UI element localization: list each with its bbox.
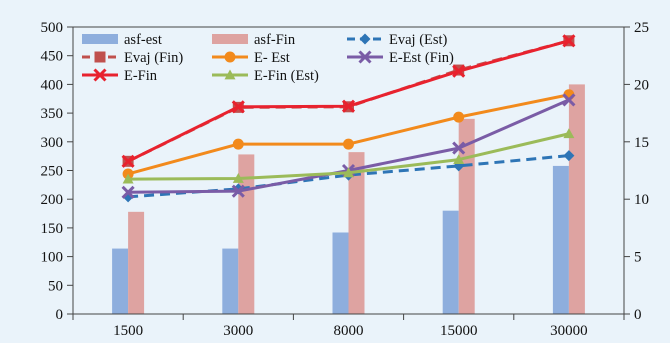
bar-asf-est-3 [442, 210, 459, 314]
point-e-fin-2 [341, 99, 356, 113]
point-evaj-est-4 [563, 150, 575, 162]
legend-label: E-Fin [124, 68, 158, 84]
bar-asf-est-1 [222, 248, 239, 314]
point-e-est-fin-4 [562, 93, 576, 107]
y-tick-label: 400 [41, 77, 64, 93]
y-tick-label: 150 [41, 221, 64, 237]
point-e-est-fin-3 [452, 141, 466, 155]
legend-marker-e-est [224, 51, 236, 63]
point-e-est-fin-1 [231, 184, 245, 198]
legend-marker-e-fin [93, 68, 107, 82]
y-tick-label: 100 [41, 250, 64, 266]
bar-asf-fin-0 [128, 211, 145, 314]
legend-label: E- Est [254, 50, 290, 66]
y2-tick-label: 5 [634, 250, 642, 266]
y-tick-label: 200 [41, 192, 64, 208]
plot-border [72, 26, 625, 315]
y2-tick-label: 20 [634, 77, 649, 93]
y-tick-label: 250 [41, 164, 64, 180]
bar-asf-est-2 [332, 232, 349, 314]
axes-layer: 0 50 100 150 200 250 300 350 400 450 500 0 5 10 15 20 25… [41, 20, 650, 339]
bar-asf-fin-4 [568, 84, 585, 315]
y-tick-label: 300 [41, 135, 64, 151]
bar-asf-est-0 [112, 248, 129, 314]
x-tick-label: 1500 [113, 323, 143, 339]
point-e-fin-0 [121, 154, 135, 168]
x-tick-label: 15000 [440, 323, 478, 339]
legend-label: E-Est (Fin) [389, 50, 454, 66]
legend-label: Evaj (Est) [389, 32, 448, 48]
y-tick-label: 350 [41, 106, 64, 122]
y-tick-label: 50 [48, 278, 63, 294]
point-e-fin-1 [231, 100, 245, 114]
y2-tick-label: 10 [634, 192, 649, 208]
point-e-fin-4 [562, 34, 576, 48]
legend-marker-evaj-fin [94, 51, 106, 63]
x-tick-label: 3000 [223, 323, 253, 339]
x-tick-label: 8000 [334, 323, 364, 339]
point-e-fin-est-2 [343, 167, 354, 178]
y2-tick-label: 25 [634, 20, 649, 36]
lines-layer [121, 34, 576, 203]
point-e-est-fin-0 [121, 185, 135, 199]
bar-asf-fin-3 [458, 118, 475, 314]
point-e-fin-3 [452, 64, 466, 78]
point-e-est-3 [453, 111, 465, 123]
point-e-fin-est-1 [232, 173, 244, 183]
y-tick-label: 0 [56, 307, 64, 323]
legend-marker-e-fin-est [224, 69, 236, 80]
legend-marker-e-est-fin [358, 50, 372, 64]
legend: asf-est asf-Fin Evaj (Est) Evaj (Fin) E- Est… [82, 32, 454, 84]
point-e-fin-est-0 [122, 173, 134, 184]
legend-label: E-Fin (Est) [254, 68, 319, 84]
bar-asf-est-4 [552, 165, 569, 314]
y-tick-label: 450 [41, 49, 64, 65]
legend-label: asf-est [124, 32, 162, 48]
point-e-fin-est-4 [563, 128, 575, 139]
point-e-est-1 [232, 138, 244, 150]
point-e-fin-est-3 [453, 154, 465, 164]
legend-marker-evaj-est [359, 33, 371, 45]
y2-tick-label: 0 [634, 307, 642, 323]
point-e-est-2 [343, 138, 354, 150]
x-tick-label: 30000 [550, 323, 588, 339]
y2-tick-label: 15 [634, 135, 649, 151]
legend-label: asf-Fin [254, 32, 296, 48]
y-tick-label: 500 [41, 20, 64, 36]
legend-label: Evaj (Fin) [124, 50, 183, 66]
legend-swatch-asf-fin [212, 34, 248, 44]
legend-swatch-asf-est [82, 34, 118, 44]
bar-asf-fin-2 [348, 152, 365, 314]
